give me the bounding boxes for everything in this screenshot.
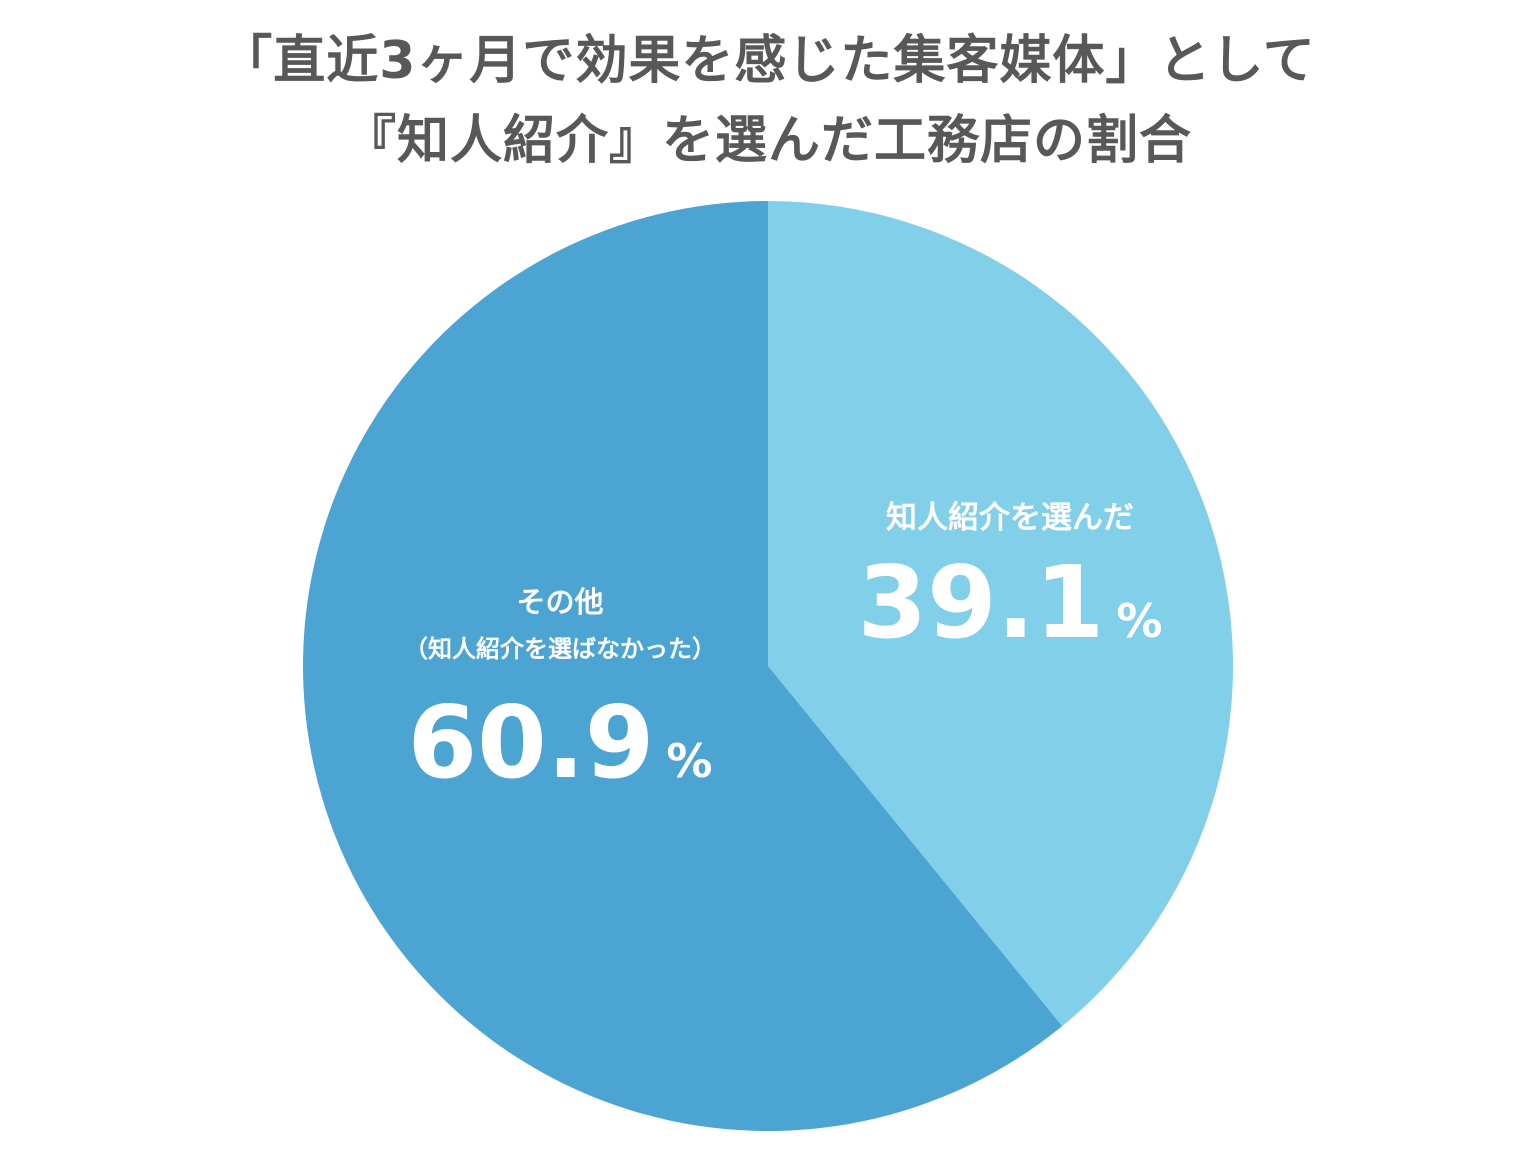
slice-label-group-1: 知人紹介を選んだ 39.1% <box>858 500 1163 661</box>
pie-slice-1 <box>768 201 1234 1027</box>
chart-title-line-2: 『知人紹介』を選んだ工務店の割合 <box>343 111 1192 171</box>
slice-value-label: 39.1% <box>858 544 1163 661</box>
chart-title-line-1: 「直近3ヶ月で効果を感じた集客媒体」として <box>220 31 1316 91</box>
slice-label-group-2: その他 （知人紹介を選ばなかった） 60.9% <box>404 585 716 801</box>
slice-label-sublabel: （知人紹介を選ばなかった） <box>404 635 716 663</box>
slice-label-name: 知人紹介を選んだ <box>886 500 1134 536</box>
slice-value-label: 60.9% <box>408 684 713 801</box>
pie-slice-2 <box>303 201 1063 1131</box>
slice-label-name: その他 <box>516 585 603 619</box>
